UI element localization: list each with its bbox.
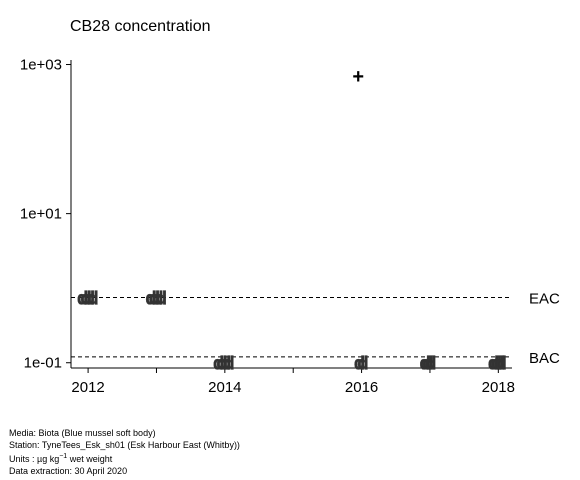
- data-point-d: d: [145, 288, 157, 309]
- data-point-d: d: [155, 288, 167, 309]
- data-point-d: d: [419, 354, 431, 375]
- x-tick-label: 2016: [345, 379, 378, 396]
- data-point-d: d: [354, 354, 366, 375]
- footer-units-suffix: wet weight: [67, 454, 113, 465]
- reference-label-eac: EAC: [529, 290, 560, 307]
- data-point-d: d: [152, 288, 164, 309]
- data-point-d: d: [87, 288, 99, 309]
- data-point-d: d: [422, 354, 434, 375]
- y-tick-label: 1e+01: [20, 206, 62, 223]
- footer-media: Media: Biota (Blue mussel soft body): [9, 428, 156, 438]
- data-point-d: d: [213, 354, 225, 375]
- data-point-d: d: [425, 354, 437, 375]
- data-point-d: d: [216, 354, 228, 375]
- data-point-plus: +: [352, 66, 364, 88]
- data-point-d: d: [149, 288, 161, 309]
- footer-units: Units : µg kg−1 wet weight: [9, 451, 240, 466]
- x-tick-label: 2018: [482, 379, 515, 396]
- data-point-d: d: [357, 354, 369, 375]
- data-point-d: d: [490, 354, 502, 375]
- data-point-d: d: [495, 354, 507, 375]
- chart-title: CB28 concentration: [70, 18, 211, 35]
- data-point-d: d: [488, 354, 500, 375]
- data-point-d: d: [77, 288, 89, 309]
- data-point-d: d: [223, 354, 235, 375]
- x-tick-label: 2014: [208, 379, 241, 396]
- footer-units-prefix: Units : µg kg: [9, 454, 60, 465]
- data-point-d: d: [80, 288, 92, 309]
- footer-extraction: Data extraction: 30 April 2020: [9, 465, 128, 476]
- footer-units-exponent: −1: [59, 453, 68, 461]
- chart-footer: Media: Biota (Blue mussel soft body) Sta…: [9, 428, 240, 477]
- data-point-d: d: [220, 354, 232, 375]
- y-tick-label: 1e+03: [20, 57, 62, 74]
- footer-station: Station: TyneTees_Esk_sh01 (Esk Harbour …: [9, 439, 240, 450]
- data-point-d: d: [493, 354, 505, 375]
- y-tick-label: 1e-01: [24, 355, 62, 372]
- reference-label-bac: BAC: [529, 350, 560, 367]
- x-tick-label: 2012: [71, 379, 104, 396]
- data-point-d: d: [84, 288, 96, 309]
